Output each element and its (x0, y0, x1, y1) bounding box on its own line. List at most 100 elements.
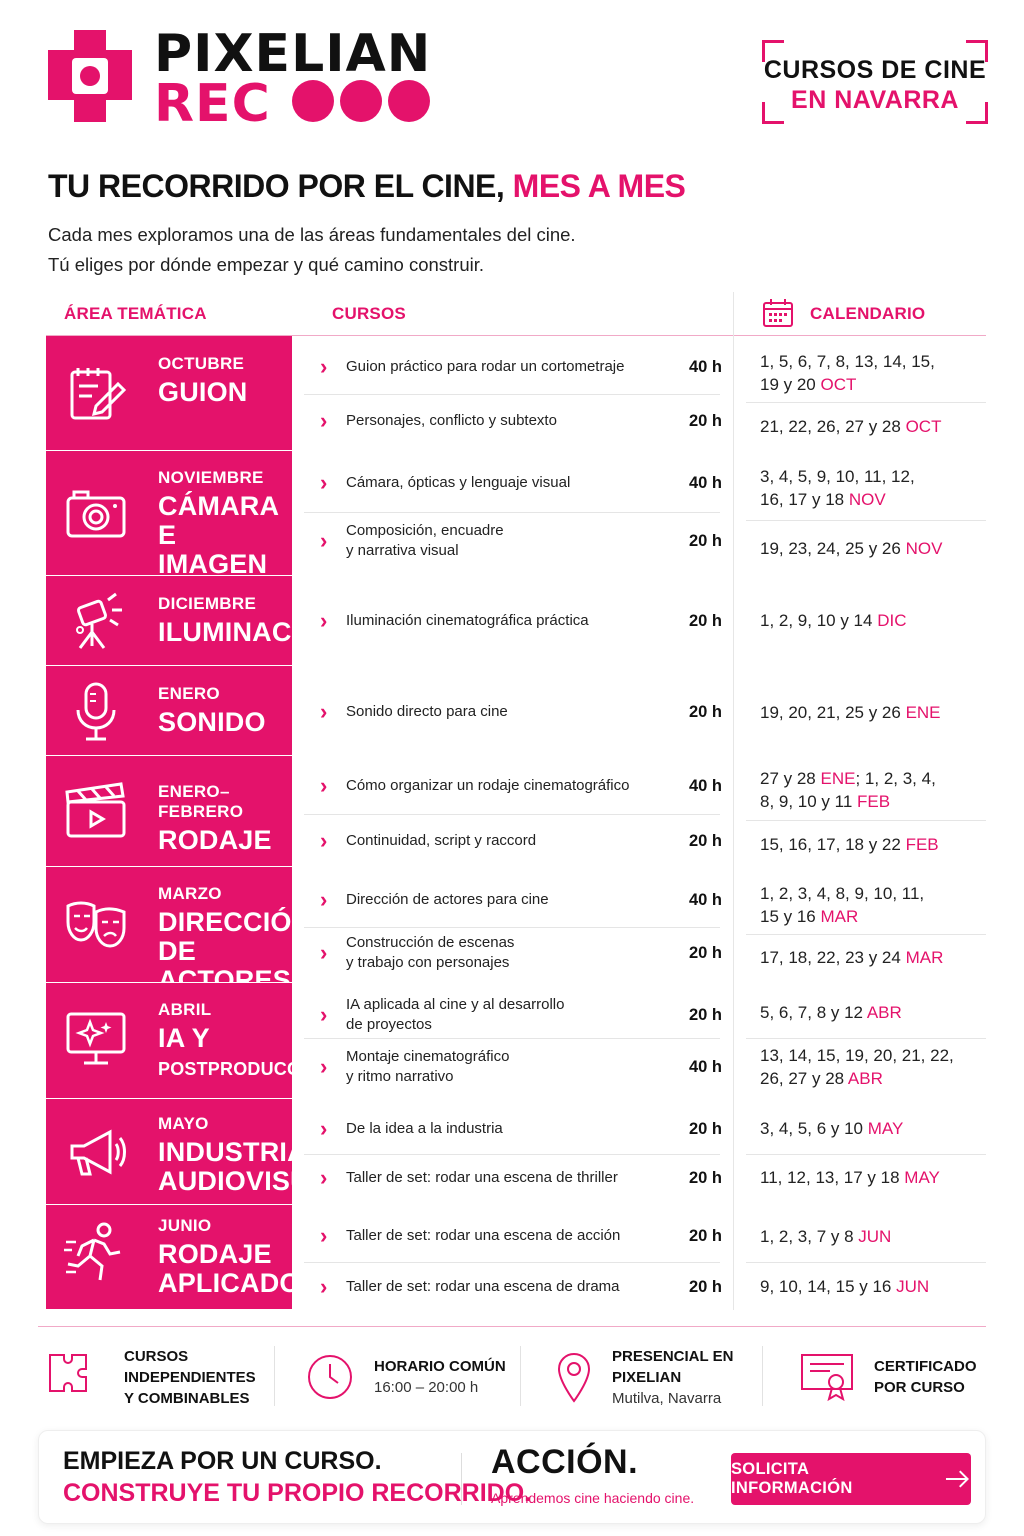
camera-icon (64, 482, 128, 546)
course-dates: 1, 5, 6, 7, 8, 13, 14, 15, 19 y 20 OCT (760, 350, 986, 396)
course-dates: 15, 16, 17, 18 y 22 FEB (760, 833, 986, 856)
area-text: DICIEMBRE ILUMINACIÓN (158, 594, 340, 647)
area-month: DICIEMBRE (158, 594, 257, 613)
dates-line: 3, 4, 5, 9, 10, 11, 12, (760, 465, 986, 488)
area-topic: SONIDO (158, 707, 266, 737)
course-title-line: Taller de set: rodar una escena de acció… (346, 1227, 621, 1244)
dates-month: ABR (847, 1069, 883, 1088)
area-block: ENERO SONIDO (46, 666, 292, 755)
dates-line: 21, 22, 26, 27 y 28 OCT (760, 415, 986, 438)
chevron-right-icon: › (320, 608, 328, 633)
column-divider (733, 292, 734, 1310)
area-text: ENERO SONIDO (158, 684, 286, 737)
dates-line: 1, 2, 3, 4, 8, 9, 10, 11, (760, 882, 986, 905)
feature-title-2: POR CURSO (874, 1379, 965, 1396)
course-dates: 17, 18, 22, 23 y 24 MAR (760, 946, 986, 969)
light-icon (76, 592, 122, 649)
course-title-line: Taller de set: rodar una escena de thril… (346, 1169, 618, 1186)
course-item[interactable]: › Iluminación cinematográfica práctica 20 … (306, 608, 722, 633)
feature-divider (520, 1346, 521, 1406)
course-item[interactable]: › Cámara, ópticas y lenguaje visual 40 h (306, 470, 722, 495)
dates-line: 11, 12, 13, 17 y 18 MAY (760, 1166, 986, 1189)
request-info-button[interactable]: SOLICITA INFORMACIÓN (731, 1453, 971, 1505)
dates-line: 26, 27 y 28 ABR (760, 1067, 986, 1090)
area-month: NOVIEMBRE (158, 468, 264, 487)
course-item[interactable]: › De la idea a la industria 20 h (306, 1116, 722, 1141)
course-item[interactable]: › Sonido directo para cine 20 h (306, 699, 722, 724)
area-topic: E IMAGEN (158, 520, 268, 579)
course-title: Montaje cinematográfico y ritmo narrativo (346, 1047, 672, 1087)
megaphone-icon (70, 1129, 126, 1176)
intro-line-2: Tú eliges por dónde empezar y qué camino… (48, 254, 485, 275)
dates-text: 15, 16, 17, 18 y 22 (760, 835, 906, 854)
course-dates: 19, 20, 21, 25 y 26 ENE (760, 701, 986, 724)
course-title-line: Guion práctico para rodar un cortometraj… (346, 358, 625, 375)
dates-line: 17, 18, 22, 23 y 24 MAR (760, 946, 986, 969)
dates-text: 1, 2, 3, 4, 8, 9, 10, 11, (760, 884, 925, 903)
course-title: Taller de set: rodar una escena de thril… (346, 1168, 672, 1188)
microphone-icon (64, 680, 128, 744)
course-title-line: Continuidad, script y raccord (346, 832, 537, 849)
course-item[interactable]: › Composición, encuadre y narrativa visual… (306, 520, 722, 562)
course-item[interactable]: › IA aplicada al cine y al desarrollo de p… (306, 994, 722, 1036)
course-hours: 40 h (688, 1057, 722, 1076)
feature-title-1: CURSOS (124, 1347, 189, 1365)
feature-sub: Mutilva, Navarra (612, 1389, 722, 1407)
course-separator (304, 1262, 720, 1263)
dates-month: FEB (857, 792, 891, 811)
course-item[interactable]: › Taller de set: rodar una escena de dram… (306, 1274, 722, 1299)
course-title: Cómo organizar un rodaje cinematográfico (346, 776, 672, 796)
course-item[interactable]: › Guion práctico para rodar un cortometra… (306, 354, 722, 379)
badge-line1: CURSOS DE CINE (763, 56, 987, 84)
course-item[interactable]: › Montaje cinematográfico y ritmo narrativ… (306, 1046, 722, 1088)
course-separator (304, 394, 720, 395)
area-topic: GUION (158, 377, 248, 407)
chevron-right-icon: › (320, 887, 328, 912)
course-item[interactable]: › Taller de set: rodar una escena de acci… (306, 1223, 722, 1248)
chevron-right-icon: › (320, 1274, 328, 1299)
feature-location: PRESENCIAL EN PIXELIAN Mutilva, Navarra (556, 1345, 733, 1409)
brand-name: PIXELIAN (154, 24, 432, 84)
dates-line: 13, 14, 15, 19, 20, 21, 22, (760, 1044, 986, 1067)
dates-line: 15, 16, 17, 18 y 22 FEB (760, 833, 986, 856)
dates-month: MAR (905, 948, 944, 967)
dates-month: ENE (905, 703, 941, 722)
area-topic: APLICADO (158, 1268, 301, 1298)
area-row-octubre: OCTUBRE GUION › Guion práctico para rodar u… (46, 336, 986, 450)
course-item[interactable]: › Personajes, conflicto y subtexto 20 h (306, 408, 722, 433)
puzzle-icon (49, 1354, 87, 1392)
course-separator (304, 512, 720, 513)
dates-text: 19, 23, 24, 25 y 26 (760, 539, 906, 558)
feature-title-1: CERTIFICADO (874, 1358, 977, 1375)
course-item[interactable]: › Construcción de escenas y trabajo con pe… (306, 932, 722, 974)
course-hours: 40 h (688, 473, 722, 492)
header-calendar: CALENDARIO (810, 304, 926, 323)
course-title-line: y narrativa visual (346, 542, 459, 559)
header-area: ÁREA TEMÁTICA (64, 304, 207, 323)
chevron-right-icon: › (320, 470, 328, 495)
course-hours: 20 h (688, 1226, 722, 1245)
chevron-right-icon: › (320, 699, 328, 724)
dates-text: 11, 12, 13, 17 y 18 (760, 1168, 905, 1187)
feature-schedule: HORARIO COMÚN 16:00 – 20:00 h (306, 1345, 506, 1409)
script-icon (64, 362, 128, 426)
course-item[interactable]: › Cómo organizar un rodaje cinematográfic… (306, 773, 722, 798)
course-title: Guion práctico para rodar un cortometraj… (346, 357, 672, 377)
chevron-right-icon: › (320, 940, 328, 965)
course-separator (304, 814, 720, 815)
course-hours: 40 h (688, 890, 722, 909)
title-main: TU RECORRIDO POR EL CINE, (48, 168, 513, 204)
dates-line: 9, 10, 14, 15 y 16 JUN (760, 1275, 986, 1298)
feature-title-2: PIXELIAN (612, 1368, 682, 1386)
area-text: MARZO DIRECCIÓN DE ACTORES (158, 884, 312, 995)
feature-divider (762, 1346, 763, 1406)
course-dates: 9, 10, 14, 15 y 16 JUN (760, 1275, 986, 1298)
course-hours: 20 h (688, 611, 722, 630)
dates-month: MAR (820, 907, 859, 926)
course-item[interactable]: › Taller de set: rodar una escena de thri… (306, 1165, 722, 1190)
area-topic: DIRECCIÓN DE (158, 907, 312, 966)
course-item[interactable]: › Dirección de actores para cine 40 h (306, 887, 722, 912)
course-item[interactable]: › Continuidad, script y raccord 20 h (306, 828, 722, 853)
course-title-line: Taller de set: rodar una escena de drama (346, 1278, 620, 1295)
page-title: TU RECORRIDO POR EL CINE, MES A MES (48, 168, 686, 205)
